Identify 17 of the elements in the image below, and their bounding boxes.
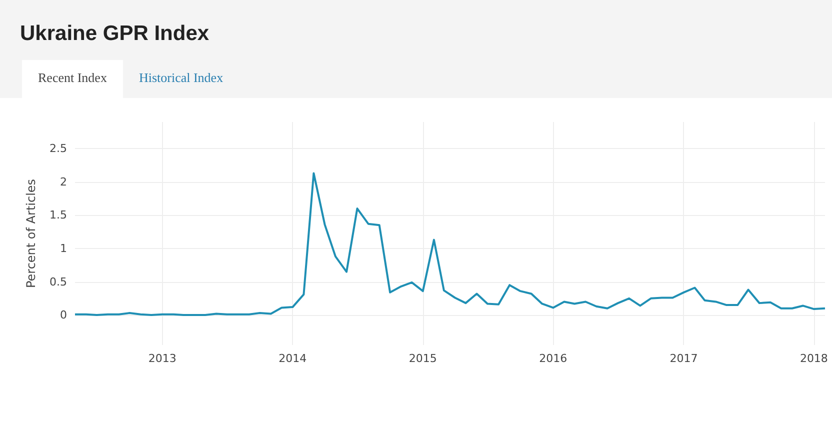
y-axis-title: Percent of Articles xyxy=(24,178,38,288)
text: Recent Index xyxy=(22,60,123,98)
chart-title: Ukraine GPR Index xyxy=(20,22,210,46)
y-tick-label: 0.5 xyxy=(50,275,67,288)
x-tick-label: 2013 xyxy=(148,352,176,365)
y-tick-label: 2 xyxy=(60,175,67,188)
y-tick-label: 2.5 xyxy=(50,142,67,156)
text: Historical Index xyxy=(138,69,224,87)
x-tick-label: 2018 xyxy=(800,352,828,365)
x-tick-label: 2014 xyxy=(278,352,307,365)
x-tick-label: 2015 xyxy=(408,352,437,365)
y-tick-label: 1.5 xyxy=(50,208,67,222)
y-tick-label: 1 xyxy=(60,242,67,255)
x-tick-label: 2017 xyxy=(670,352,698,365)
line-series xyxy=(74,172,826,316)
x-tick-label: 2016 xyxy=(539,352,568,365)
y-tick-label: 0 xyxy=(60,308,67,322)
